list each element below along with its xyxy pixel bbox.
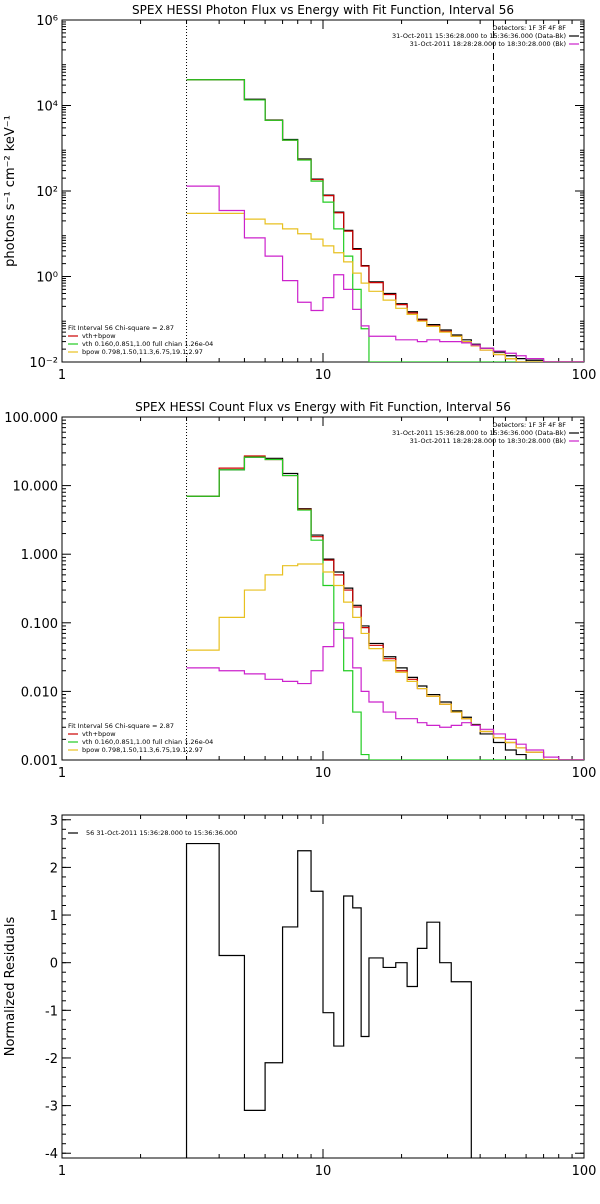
y-tick-label: 10⁶ [36, 14, 58, 29]
header-annotation: 31-Oct-2011 15:36:28.000 to 15:36:36.000… [392, 32, 566, 40]
x-tick-label: 10 [315, 766, 332, 781]
series-residuals-line [185, 842, 472, 1158]
series-bpow-line [186, 212, 584, 362]
x-tick-label: 10 [315, 1164, 332, 1179]
chart-title: SPEX HESSI Photon Flux vs Energy with Fi… [132, 3, 514, 17]
x-tick-label: 1 [58, 766, 66, 781]
header-annotation: 31-Oct-2011 15:36:28.000 to 15:36:36.000… [392, 429, 566, 437]
x-tick-label: 100 [572, 766, 597, 781]
y-axis-label: photons s⁻¹ cm⁻² keV⁻¹ [3, 115, 18, 267]
series-vth-line [186, 79, 584, 362]
y-axis-label: Normalized Residuals [3, 917, 18, 1057]
series-total-line [186, 79, 584, 362]
y-tick-label: 10⁰ [36, 271, 58, 286]
series-group [185, 842, 472, 1158]
x-tick-label: 1 [58, 1164, 66, 1179]
y-tick-label: -2 [45, 1052, 58, 1067]
y-tick-label: -3 [45, 1100, 58, 1115]
photon-flux-panel: SPEX HESSI Photon Flux vs Energy with Fi… [3, 3, 596, 383]
header-annotation: Detectors: 1F 3F 4F 8F [492, 24, 566, 32]
series-data-line [186, 456, 584, 760]
legend-entry: Fit Interval 56 Chi-square = 2.87 [68, 722, 174, 730]
y-tick-label: -1 [45, 1004, 58, 1019]
y-tick-label: 10⁴ [36, 100, 58, 115]
count-flux-panel: SPEX HESSI Count Flux vs Energy with Fit… [4, 400, 596, 781]
y-tick-label: 100.000 [4, 411, 58, 426]
y-tick-label: 3 [50, 814, 58, 829]
x-tick-label: 10 [315, 368, 332, 383]
legend-entry: 56 31-Oct-2011 15:36:28.000 to 15:36:36.… [86, 829, 237, 837]
series-bkg-line [186, 622, 584, 760]
series-data-line [186, 79, 584, 362]
header-annotation: 31-Oct-2011 18:28:28.000 to 18:30:28.000… [410, 40, 566, 48]
y-tick-label: 2 [50, 861, 58, 876]
y-tick-label: -4 [45, 1147, 58, 1162]
legend-entry: vth+bpow [82, 730, 116, 738]
y-tick-label: 1.000 [21, 548, 58, 563]
legend-entry: Fit Interval 56 Chi-square = 2.87 [68, 324, 174, 332]
plot-frame [61, 416, 585, 761]
y-tick-label: 0.100 [21, 617, 58, 632]
series-group [186, 79, 584, 362]
residuals-panel: Normalized Residuals 1 10 100 -4 -3 -2 -1 0 1 2 3 56… [3, 814, 596, 1179]
chart-title: SPEX HESSI Count Flux vs Energy with Fit… [135, 400, 511, 414]
x-tick-label: 1 [58, 368, 66, 383]
y-tick-label: 0 [50, 957, 58, 972]
legend-entry: bpow 0.798,1.50,11.3,6.75,19.1,2.97 [82, 348, 203, 356]
legend-entry: bpow 0.798,1.50,11.3,6.75,19.1,2.97 [82, 746, 203, 754]
series-total-line [186, 455, 584, 760]
y-tick-label: 0.001 [21, 754, 58, 769]
series-vth-line [186, 456, 584, 760]
header-annotation: 31-Oct-2011 18:28:28.000 to 18:30:28.000… [410, 437, 566, 445]
series-bpow-line [186, 563, 584, 760]
x-tick-label: 100 [572, 1164, 597, 1179]
header-annotation: Detectors: 1F 3F 4F 8F [492, 421, 566, 429]
y-tick-label: 10.000 [13, 480, 59, 495]
legend-entry: vth+bpow [82, 332, 116, 340]
y-tick-label: 10⁻² [29, 356, 58, 371]
y-tick-label: 1 [50, 909, 58, 924]
x-tick-label: 100 [572, 368, 597, 383]
series-group [186, 455, 584, 760]
y-tick-label: 0.010 [21, 685, 58, 700]
legend-entry: vth 0.160,0.851,1.00 full chian 1.26e-04 [82, 340, 213, 348]
series-bkg-line [186, 185, 584, 362]
y-tick-label: 10² [36, 185, 58, 200]
legend-entry: vth 0.160,0.851,1.00 full chian 1.26e-04 [82, 738, 213, 746]
